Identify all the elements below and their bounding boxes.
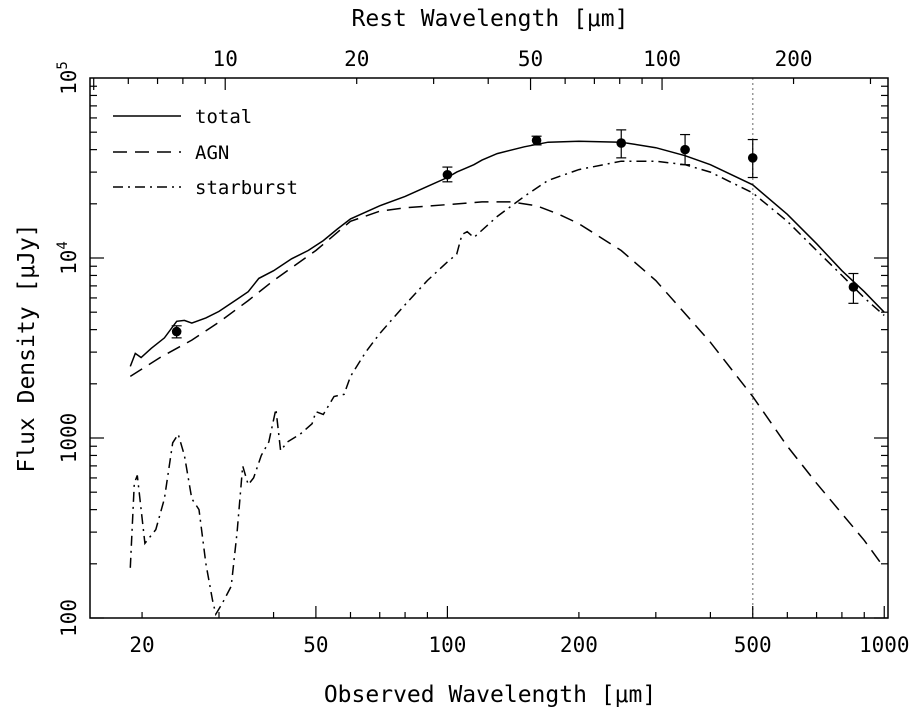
data-point xyxy=(531,135,542,146)
data-point-marker xyxy=(680,144,690,155)
legend-label: total xyxy=(195,106,252,128)
legend-label: starburst xyxy=(195,177,298,199)
legend-item-total: total xyxy=(113,106,252,128)
y-tick-label: 100 xyxy=(57,599,81,637)
x-tick-label: 50 xyxy=(303,633,328,657)
data-point-marker xyxy=(171,326,182,337)
data-point-marker xyxy=(616,138,627,148)
data-point-marker xyxy=(442,169,453,180)
y-tick-label: 105 xyxy=(55,61,81,95)
data-point-marker xyxy=(848,282,859,292)
series-line-agn xyxy=(129,201,885,569)
legend-label: AGN xyxy=(195,142,229,164)
legend-item-starburst: starburst xyxy=(113,177,298,199)
plot-area xyxy=(129,78,885,618)
data-point-marker xyxy=(747,153,758,163)
x-tick-label: 500 xyxy=(734,633,772,657)
data-point xyxy=(747,138,758,179)
y-tick-label: 1000 xyxy=(57,413,81,464)
x-tick-label: 20 xyxy=(129,633,154,657)
series-line-starburst xyxy=(129,160,885,617)
axes: 20 50 100 200 500 1000 10 20 50 100 200 100 1000 104 1… xyxy=(55,47,910,657)
legend-item-agn: AGN xyxy=(113,142,229,164)
top-axis-title: Rest Wavelength [μm] xyxy=(352,6,629,32)
x-tick-label: 200 xyxy=(560,633,598,657)
x2-tick-label: 200 xyxy=(775,47,813,71)
x2-tick-label: 100 xyxy=(643,47,681,71)
x2-tick-label: 50 xyxy=(518,47,543,71)
x2-tick-label: 20 xyxy=(344,47,369,71)
series-line-total xyxy=(129,140,885,367)
data-point xyxy=(616,129,627,159)
data-point-marker xyxy=(531,135,542,146)
data-point xyxy=(442,166,453,183)
plot-frame xyxy=(89,77,889,619)
y-tick-label: 104 xyxy=(55,241,81,275)
x2-tick-label: 10 xyxy=(213,47,238,71)
legend: total AGN starburst xyxy=(113,106,298,199)
data-point xyxy=(680,133,691,166)
y-axis-title: Flux Density [μJy] xyxy=(14,223,40,472)
data-point xyxy=(171,325,182,339)
x-tick-label: 1000 xyxy=(859,633,910,657)
x-axis-title: Observed Wavelength [μm] xyxy=(324,682,656,708)
data-point xyxy=(848,272,859,304)
x-tick-label: 100 xyxy=(428,633,466,657)
